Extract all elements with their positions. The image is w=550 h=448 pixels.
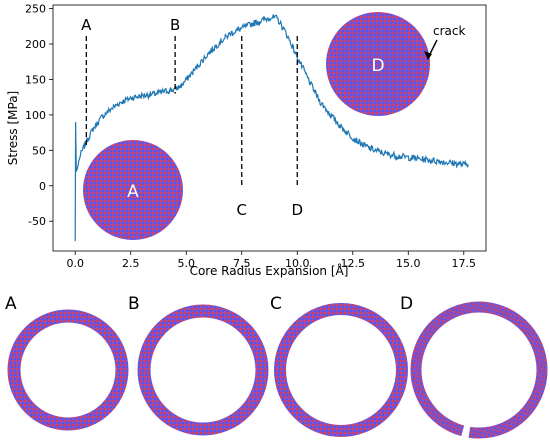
x-tick-label: 17.5	[452, 257, 477, 270]
ring-panel-b: B	[128, 294, 269, 436]
stress-plot: -50 0 50 100 150 200 250 0.0 2.5 5.0 7.5 10.0 12.5 1…	[6, 3, 487, 278]
ring-panel-a: A	[5, 294, 129, 431]
inset-d: D	[326, 12, 430, 116]
ring-panel-label: A	[5, 294, 17, 314]
y-axis-label: Stress [MPa]	[6, 91, 20, 165]
ring-panel-label: D	[400, 294, 413, 314]
plot-frame	[52, 4, 487, 252]
crack-arrow-head	[424, 51, 432, 60]
y-tick-label: 150	[25, 73, 46, 86]
ring-d	[410, 301, 548, 439]
annotation-label-c: C	[237, 201, 247, 219]
crack-annotation: crack	[424, 24, 465, 60]
x-axis-label: Core Radius Expansion [Å]	[190, 263, 349, 278]
series-line	[74, 14, 469, 242]
ring-panels: A B C D	[5, 294, 548, 439]
inset-d-disk	[326, 12, 430, 116]
x-tick-label: 10.0	[285, 257, 310, 270]
y-tick-label: 100	[25, 109, 46, 122]
ring-c	[274, 303, 408, 437]
inset-a-disk	[83, 140, 183, 240]
ring-panel-label: B	[128, 294, 140, 314]
x-tick-label: 12.5	[341, 257, 366, 270]
inset-d-label: D	[371, 56, 384, 76]
ring-panel-label: C	[270, 294, 282, 314]
y-tick-label: 250	[25, 3, 46, 16]
ring-panel-d: D	[400, 294, 548, 439]
ring-a	[7, 309, 129, 431]
ring-b	[137, 304, 269, 436]
inset-a: A	[83, 140, 183, 240]
inset-d-core-shading	[338, 24, 418, 104]
inset-a-label: A	[127, 182, 139, 202]
annotation-label-d: D	[291, 201, 303, 219]
series-layer	[74, 14, 469, 242]
y-tick-label: -50	[28, 215, 46, 228]
x-tick-label: 5.0	[177, 257, 195, 270]
ring-panel-c: C	[270, 294, 408, 437]
annotation-label-a: A	[81, 16, 92, 34]
annotation-layer: A B C D	[81, 16, 303, 219]
x-axis-ticks: 0.0 2.5 5.0 7.5 10.0 12.5 15.0 17.5	[66, 251, 476, 270]
y-tick-label: 0	[39, 180, 46, 193]
annotation-label-b: B	[170, 16, 180, 34]
y-tick-label: 50	[32, 144, 46, 157]
x-tick-label: 0.0	[66, 257, 84, 270]
y-axis-ticks: -50 0 50 100 150 200 250	[25, 3, 53, 228]
x-tick-label: 15.0	[396, 257, 421, 270]
x-tick-label: 7.5	[233, 257, 251, 270]
crack-label: crack	[433, 24, 465, 38]
y-tick-label: 200	[25, 38, 46, 51]
x-tick-label: 2.5	[122, 257, 140, 270]
